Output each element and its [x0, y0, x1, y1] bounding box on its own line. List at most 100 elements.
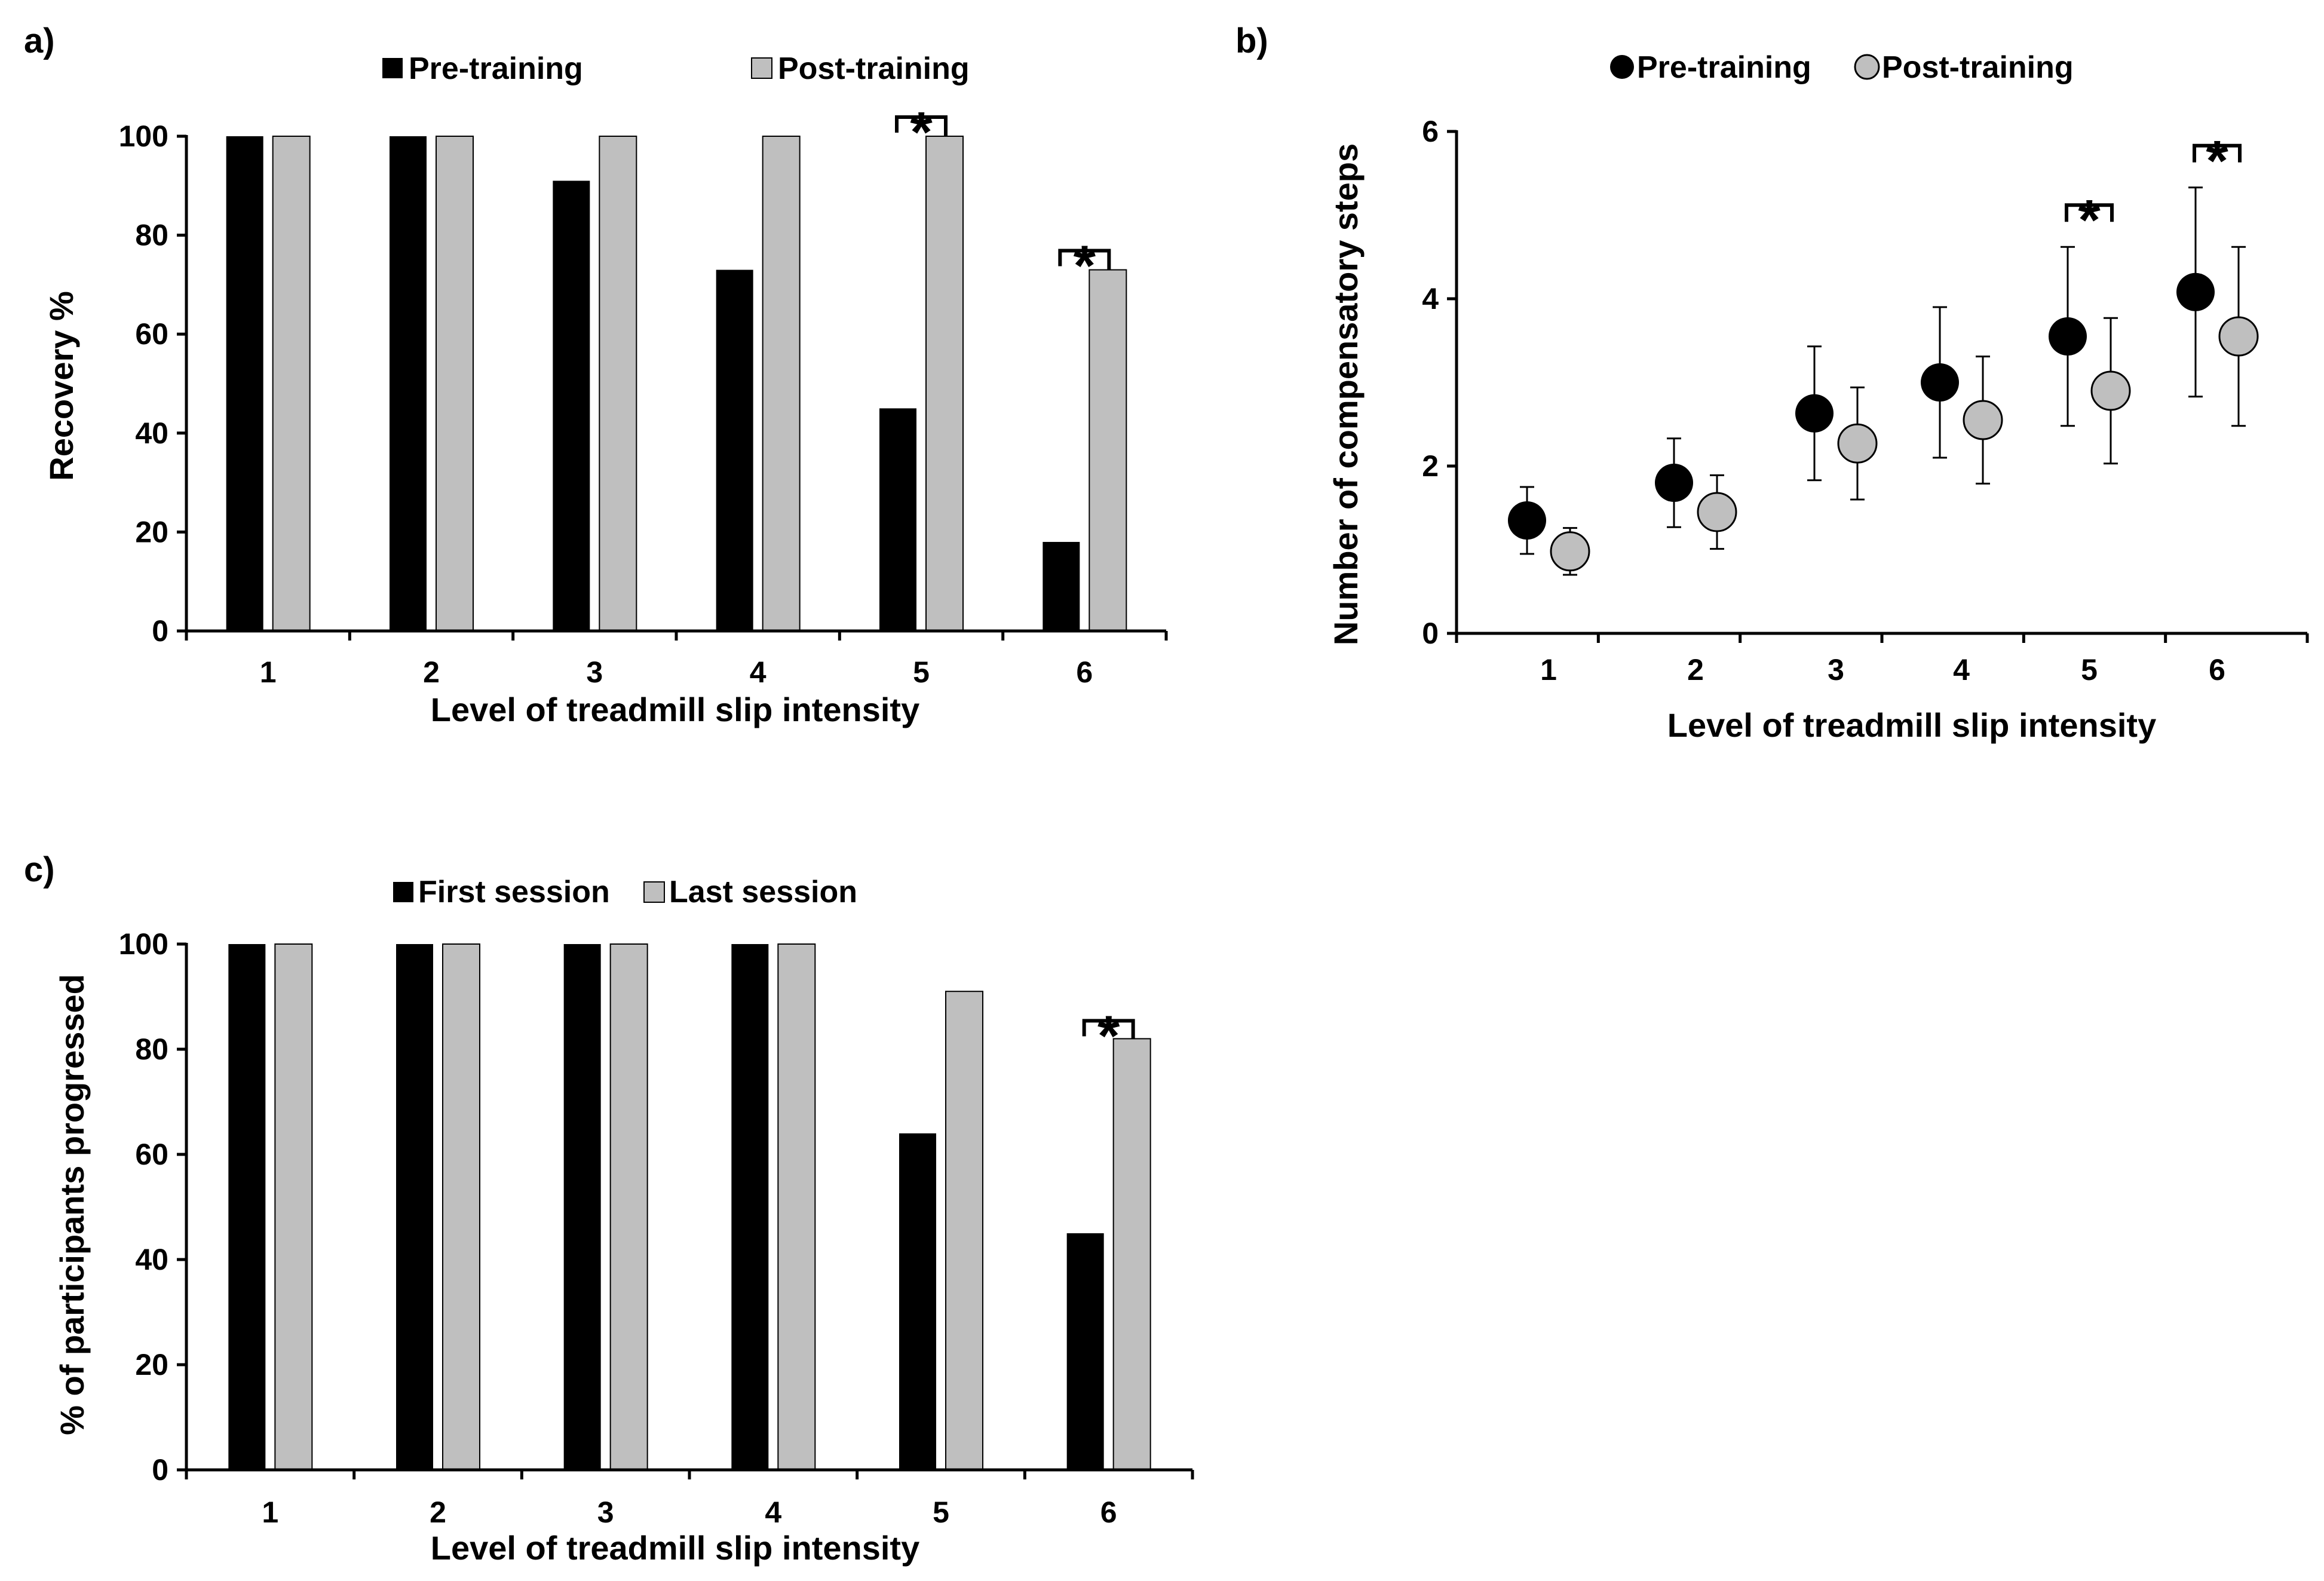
- panel-a-axes: [185, 135, 1168, 641]
- panel-b: b) Pre-training Post-training 0 2 4 6 1 2 3 4 5…: [1235, 22, 2309, 744]
- y-tick-label: 60: [135, 1138, 168, 1171]
- significance-star: *: [1097, 1004, 1120, 1068]
- pre-bar-level-4: [731, 944, 769, 1470]
- pre-bar-level-1: [226, 136, 263, 631]
- y-tick-label: 4: [1422, 282, 1439, 315]
- x-tick-label: 3: [586, 655, 603, 689]
- pre-point-level-5: [2049, 317, 2087, 356]
- pre-point-level-2: [1655, 464, 1693, 502]
- x-tick-label: 3: [1828, 653, 1844, 687]
- x-tick-label: 6: [1100, 1496, 1117, 1529]
- panel-b-x-axis-title: Level of treadmill slip intensity: [1667, 706, 2156, 744]
- panel-b-legend: Pre-training Post-training: [1610, 50, 2074, 85]
- panel-b-legend-marker-pre: [1610, 55, 1634, 79]
- post-bar-level-3: [609, 943, 648, 1470]
- y-tick-label: 80: [135, 1032, 168, 1066]
- panel-a-x-ticks: 1 2 3 4 5 6: [260, 655, 1093, 689]
- pre-point-level-4: [1921, 363, 1959, 402]
- x-tick-label: 1: [1540, 653, 1557, 687]
- significance-star: *: [2078, 188, 2101, 252]
- panel-c-y-axis-title: % of participants progressed: [53, 974, 91, 1435]
- y-tick-label: 0: [152, 1453, 168, 1487]
- panel-b-axes: [1455, 130, 2309, 643]
- panel-c-label: c): [24, 850, 55, 889]
- significance-bracket: [2065, 203, 2114, 222]
- x-tick-label: 4: [750, 655, 767, 689]
- panel-a-y-ticks: 0 20 40 60 80 100: [119, 120, 186, 648]
- pre-point-level-1: [1508, 501, 1546, 540]
- x-tick-label: 6: [1076, 655, 1093, 689]
- panel-b-y-axis-title: Number of compensatory steps: [1327, 143, 1365, 645]
- y-tick-label: 100: [119, 120, 168, 153]
- pre-point-level-6: [2176, 272, 2215, 311]
- y-tick-label: 0: [152, 614, 168, 648]
- panel-c-bars: [228, 943, 1151, 1470]
- post-point-level-3: [1837, 423, 1878, 464]
- panel-b-legend-label-post: Post-training: [1882, 50, 2074, 85]
- x-tick-label: 5: [2081, 653, 2098, 687]
- panel-c-y-ticks: 0 20 40 60 80 100: [119, 927, 186, 1487]
- pre-bar-level-6: [1043, 541, 1080, 631]
- post-bar-level-4: [777, 943, 816, 1470]
- pre-bar-level-3: [563, 944, 601, 1470]
- significance-star: *: [910, 100, 933, 164]
- panel-a-legend-label-pre: Pre-training: [409, 51, 583, 86]
- panel-a-legend-swatch-post: [751, 57, 772, 79]
- panel-c-legend: First session Last session: [393, 875, 857, 909]
- post-bar-level-2: [442, 943, 480, 1470]
- panel-c-x-axis-title: Level of treadmill slip intensity: [431, 1529, 919, 1567]
- y-tick-label: 20: [135, 1348, 168, 1381]
- panel-c-axes: [185, 943, 1194, 1479]
- pre-bar-level-2: [396, 944, 433, 1470]
- panel-a-legend-swatch-pre: [382, 58, 403, 78]
- panel-a-x-axis-title: Level of treadmill slip intensity: [431, 691, 919, 728]
- x-tick-label: 2: [423, 655, 440, 689]
- panel-a-bars: [226, 136, 1127, 632]
- x-tick-label: 1: [262, 1496, 278, 1529]
- significance-star: *: [2206, 129, 2228, 193]
- post-point-level-6: [2218, 316, 2259, 357]
- x-tick-label: 3: [597, 1496, 614, 1529]
- y-tick-label: 80: [135, 219, 168, 252]
- post-bar-level-1: [272, 136, 311, 632]
- panel-c: c) First session Last session 0 20 40 60 80 1…: [24, 850, 1194, 1567]
- post-bar-level-5: [945, 991, 983, 1470]
- y-tick-label: 6: [1422, 115, 1439, 148]
- post-point-level-5: [2090, 370, 2131, 411]
- y-tick-label: 60: [135, 317, 168, 351]
- x-tick-label: 1: [260, 655, 277, 689]
- y-tick-label: 100: [119, 927, 168, 961]
- post-point-level-4: [1963, 400, 2003, 440]
- significance-bracket: [1058, 249, 1111, 270]
- significance-star: *: [1074, 234, 1096, 298]
- pre-bar-level-5: [899, 1133, 936, 1470]
- post-bar-level-3: [599, 136, 637, 632]
- pre-bar-level-3: [553, 180, 590, 631]
- y-tick-label: 20: [135, 515, 168, 549]
- x-tick-label: 4: [1953, 653, 1970, 687]
- pre-bar-level-2: [390, 136, 427, 631]
- panel-a: a) Pre-training Post-training 0 20 40 60 80 1…: [24, 22, 1168, 728]
- x-tick-label: 6: [2209, 653, 2225, 687]
- panel-c-legend-label-first: First session: [418, 875, 610, 909]
- significance-bracket: [895, 115, 948, 136]
- panel-a-label: a): [24, 22, 55, 60]
- panel-c-legend-swatch-last: [643, 881, 665, 903]
- y-tick-label: 0: [1422, 617, 1439, 650]
- significance-bracket: [2193, 143, 2242, 163]
- x-tick-label: 5: [913, 655, 930, 689]
- y-tick-label: 2: [1422, 449, 1439, 483]
- y-tick-label: 40: [135, 1243, 168, 1276]
- pre-bar-level-1: [228, 944, 266, 1470]
- panel-b-y-ticks: 0 2 4 6: [1422, 115, 1457, 650]
- pre-bar-level-4: [716, 269, 753, 631]
- panel-b-points: [1508, 186, 2259, 576]
- y-tick-label: 40: [135, 416, 168, 450]
- post-point-level-2: [1697, 492, 1737, 532]
- panel-a-legend: Pre-training Post-training: [382, 51, 970, 86]
- pre-bar-level-5: [879, 408, 916, 631]
- panel-c-legend-swatch-first: [393, 882, 413, 902]
- pre-point-level-3: [1795, 394, 1834, 433]
